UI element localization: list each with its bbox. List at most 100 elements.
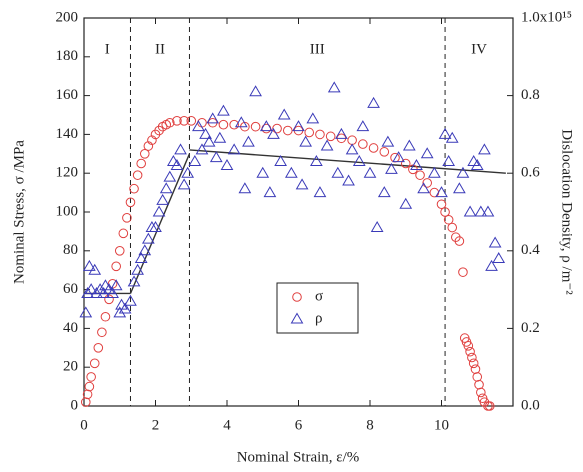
triangle-point (88, 263, 102, 275)
y-tick-label: 100 (56, 203, 79, 219)
triangle-point (109, 279, 123, 291)
triangle-point (327, 81, 341, 93)
triangle-point (263, 186, 277, 198)
triangle-point (385, 162, 398, 174)
legend-label: ρ (315, 310, 323, 326)
y2-tick-label: 0.8 (521, 87, 540, 103)
triangle-point (134, 252, 148, 264)
triangle-point (370, 221, 384, 233)
fit-line (189, 149, 506, 174)
circle-point (114, 246, 125, 256)
circle-point (422, 178, 433, 188)
triangle-point (177, 178, 191, 190)
triangle-point (138, 244, 152, 256)
x-tick-label: 6 (295, 417, 303, 433)
triangle-point (292, 120, 305, 132)
triangle-point (331, 166, 345, 178)
triangle-point (84, 283, 98, 295)
y-axis-title: Nominal Stress, σ /MPa (11, 140, 27, 284)
circle-point (143, 141, 154, 151)
triangle-point (478, 143, 491, 155)
triangle-point (213, 131, 227, 143)
triangle-point (295, 178, 309, 190)
circle-point (82, 389, 93, 400)
triangle-point (118, 302, 132, 314)
triangle-point (242, 135, 255, 147)
circle-point (129, 183, 139, 194)
y-tick-label: 160 (56, 87, 79, 103)
circle-point (447, 222, 458, 233)
circle-point (84, 381, 95, 392)
region-label: III (310, 41, 325, 57)
circle-point (465, 346, 475, 357)
triangle-point (192, 120, 205, 132)
y-tick-label: 40 (63, 320, 78, 336)
triangle-point (234, 116, 248, 128)
triangle-point (420, 147, 434, 159)
triangle-point (342, 174, 355, 186)
circle-point (484, 401, 495, 411)
x-tick-label: 10 (434, 417, 449, 433)
y2-tick-label: 0.6 (521, 165, 540, 181)
circle-point (97, 327, 107, 338)
y-tick-label: 120 (56, 165, 79, 181)
circle-point (132, 170, 143, 180)
triangle-point (417, 182, 430, 194)
x-tick-label: 2 (152, 417, 160, 433)
triangle-point (356, 120, 370, 132)
triangle-point (97, 286, 111, 298)
circle-point (436, 199, 447, 210)
triangle-point (320, 139, 334, 151)
y-tick-label: 20 (63, 359, 78, 375)
y2-tick-label: 0.0 (521, 397, 540, 413)
triangle-point (217, 104, 230, 116)
x-tick-label: 0 (80, 417, 88, 433)
region-label: II (155, 41, 165, 57)
triangle-point (249, 85, 262, 97)
circle-point (368, 143, 379, 153)
circle-point (440, 207, 450, 217)
x-tick-label: 8 (366, 417, 374, 433)
circle-point (172, 116, 182, 126)
circle-point (415, 170, 425, 180)
circle-point (218, 119, 229, 130)
circle-point (443, 214, 454, 225)
circle-point (429, 187, 440, 198)
triangle-point (481, 205, 495, 217)
triangle-point (485, 259, 498, 271)
triangle-point (284, 166, 298, 178)
triangle-point (453, 182, 466, 194)
circle-point (229, 119, 239, 130)
circle-point (122, 213, 132, 223)
triangle-point (82, 259, 96, 271)
triangle-point (170, 158, 184, 170)
fit-line (129, 153, 191, 294)
triangle-point (220, 158, 234, 170)
triangle-point (188, 155, 202, 167)
triangle-point (488, 236, 502, 248)
y-tick-label: 180 (56, 48, 79, 64)
region-label: IV (471, 41, 487, 57)
circle-point (400, 158, 411, 169)
triangle-point (156, 193, 170, 205)
triangle-point (163, 170, 177, 182)
triangle-point (256, 166, 270, 178)
triangle-point (209, 151, 223, 163)
legend-marker (290, 312, 304, 324)
circle-point (472, 372, 483, 382)
circle-point (100, 311, 111, 322)
triangle-point (463, 205, 477, 217)
y2-tick-label: 1.0x10¹⁵ (521, 9, 572, 25)
circle-point (379, 147, 390, 157)
triangle-point (274, 155, 287, 167)
circle-point (125, 197, 136, 208)
triangle-point (399, 197, 413, 209)
triangle-point (410, 158, 423, 170)
y-tick-label: 140 (56, 126, 79, 142)
triangle-point (127, 275, 141, 287)
y-tick-label: 0 (71, 397, 79, 413)
circle-point (147, 135, 157, 146)
legend-label: σ (315, 288, 323, 304)
triangle-point (427, 166, 441, 178)
